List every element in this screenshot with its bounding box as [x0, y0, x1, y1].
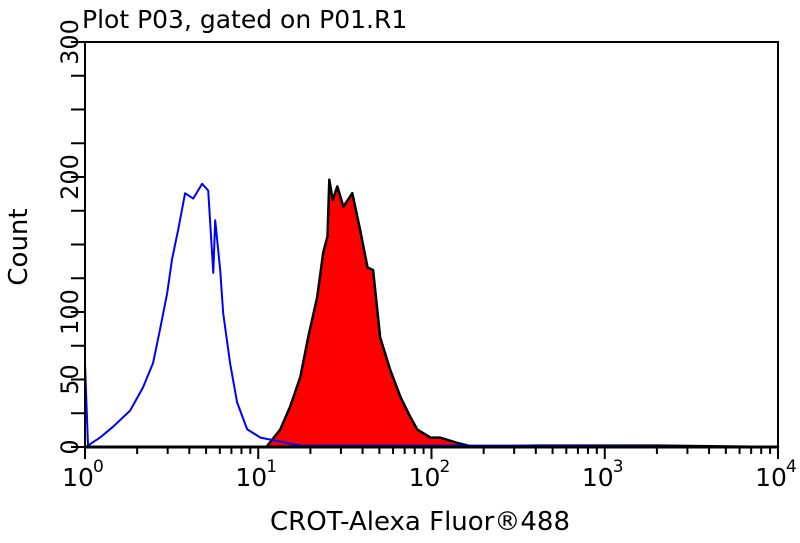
x-tick-label: 10 [62, 463, 94, 492]
x-axis-label: CROT-Alexa Fluor®488 [270, 507, 570, 537]
x-tick-exponent: 0 [93, 457, 104, 477]
y-tick-label: 50 [56, 364, 84, 395]
plot-frame [84, 41, 779, 448]
x-tick-label: 10 [582, 463, 614, 492]
sample-histogram-filled [266, 178, 780, 449]
x-tick-exponent: 4 [786, 457, 797, 477]
x-tick-label: 10 [755, 463, 787, 492]
y-tick-label: 300 [56, 19, 84, 65]
x-tick-label: 10 [409, 463, 441, 492]
x-tick-exponent: 3 [613, 457, 624, 477]
y-tick-label: 0 [56, 439, 84, 454]
x-tick-exponent: 1 [266, 457, 277, 477]
y-axis-label: Count [4, 208, 34, 285]
chart-title: Plot P03, gated on P01.R1 [82, 5, 407, 34]
y-tick-label: 100 [56, 289, 84, 335]
control-histogram-outline [84, 182, 779, 448]
x-tick-exponent: 2 [440, 457, 451, 477]
y-tick-label: 200 [56, 154, 84, 200]
x-tick-label: 10 [235, 463, 267, 492]
